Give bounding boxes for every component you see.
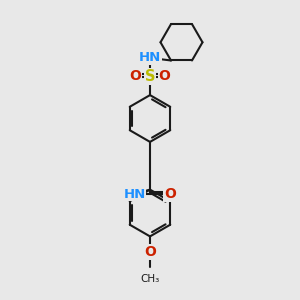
Text: O: O [164, 187, 176, 201]
Text: O: O [130, 70, 142, 83]
Text: S: S [145, 69, 155, 84]
Text: CH₃: CH₃ [140, 274, 160, 284]
Text: HN: HN [123, 188, 146, 201]
Text: HN: HN [139, 51, 161, 64]
Text: O: O [144, 245, 156, 259]
Text: O: O [158, 70, 170, 83]
